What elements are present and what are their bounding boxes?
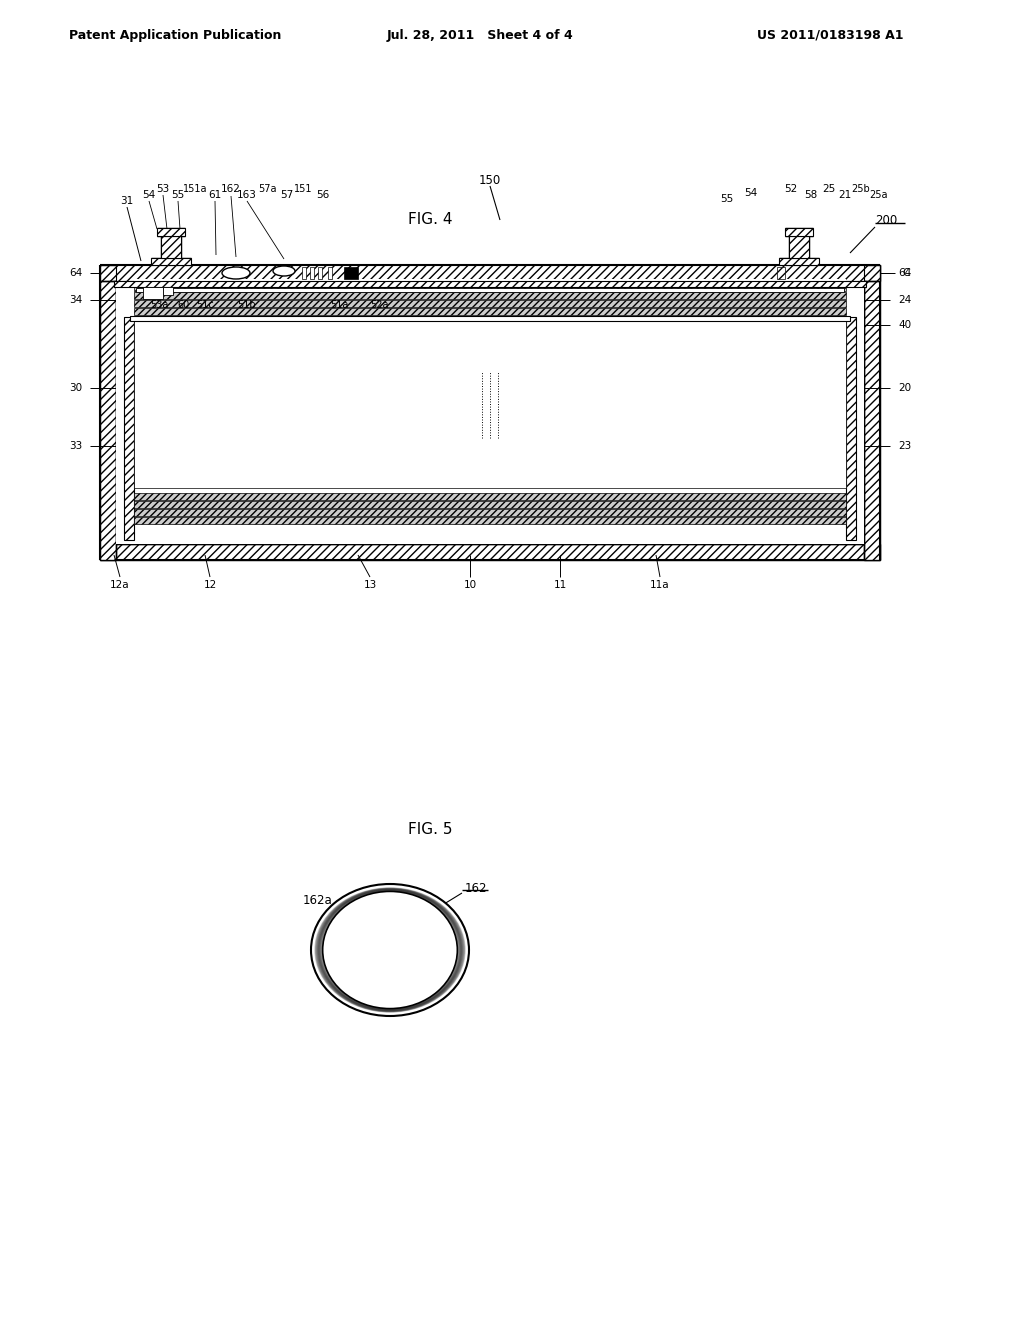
Text: 52a: 52a bbox=[370, 300, 388, 310]
Text: 51a: 51a bbox=[330, 300, 348, 310]
Bar bbox=[143, 286, 163, 300]
Bar bbox=[302, 267, 306, 279]
Bar bbox=[100, 265, 116, 560]
Bar bbox=[310, 267, 314, 279]
Text: 151a: 151a bbox=[182, 183, 207, 194]
Text: 25a: 25a bbox=[869, 190, 888, 201]
Bar bbox=[116, 281, 864, 544]
Bar bbox=[136, 288, 844, 292]
Text: FIG. 4: FIG. 4 bbox=[408, 213, 453, 227]
Bar bbox=[163, 286, 173, 294]
Bar bbox=[344, 267, 358, 279]
Text: 54: 54 bbox=[142, 190, 156, 201]
Text: 162: 162 bbox=[465, 882, 487, 895]
Bar bbox=[790, 236, 809, 257]
Bar bbox=[161, 236, 181, 257]
Text: 56: 56 bbox=[316, 190, 330, 201]
Bar bbox=[134, 321, 846, 488]
Text: 33: 33 bbox=[69, 441, 82, 451]
Text: 53a: 53a bbox=[150, 300, 168, 310]
Bar bbox=[785, 228, 813, 236]
Text: 25b: 25b bbox=[852, 183, 870, 194]
Text: 13: 13 bbox=[364, 579, 377, 590]
Bar bbox=[130, 315, 850, 321]
Text: 163: 163 bbox=[238, 190, 257, 201]
Text: US 2011/0183198 A1: US 2011/0183198 A1 bbox=[757, 29, 903, 41]
Text: 200: 200 bbox=[874, 214, 897, 227]
Text: 52: 52 bbox=[784, 183, 798, 194]
Bar bbox=[864, 265, 880, 560]
Text: 162a: 162a bbox=[303, 894, 333, 907]
Text: 23: 23 bbox=[898, 441, 911, 451]
Text: 57: 57 bbox=[281, 190, 294, 201]
Ellipse shape bbox=[273, 267, 295, 276]
Bar bbox=[134, 284, 846, 290]
Text: 151: 151 bbox=[294, 183, 312, 194]
Text: 12: 12 bbox=[204, 579, 217, 590]
Text: 58: 58 bbox=[805, 190, 817, 201]
Text: 25: 25 bbox=[822, 183, 836, 194]
Bar bbox=[114, 281, 866, 286]
Text: 30: 30 bbox=[69, 383, 82, 393]
Text: 55: 55 bbox=[171, 190, 184, 201]
Text: 51b: 51b bbox=[238, 300, 256, 310]
Bar bbox=[134, 279, 846, 282]
Bar bbox=[100, 265, 880, 281]
Text: 55: 55 bbox=[720, 194, 733, 205]
Text: 53: 53 bbox=[157, 183, 170, 194]
Text: 162: 162 bbox=[221, 183, 241, 194]
Text: 150: 150 bbox=[479, 173, 501, 186]
Ellipse shape bbox=[323, 891, 458, 1008]
Text: 64: 64 bbox=[69, 268, 82, 279]
Text: 51c: 51c bbox=[197, 300, 214, 310]
Text: Jul. 28, 2011   Sheet 4 of 4: Jul. 28, 2011 Sheet 4 of 4 bbox=[387, 29, 573, 41]
Bar bbox=[134, 300, 846, 308]
Text: 20: 20 bbox=[898, 383, 911, 393]
Bar bbox=[124, 317, 134, 540]
Text: 40: 40 bbox=[898, 319, 911, 330]
Text: C: C bbox=[902, 268, 909, 279]
Bar bbox=[328, 267, 332, 279]
Text: 61: 61 bbox=[208, 190, 221, 201]
Bar bbox=[134, 510, 846, 516]
Text: 11a: 11a bbox=[650, 579, 670, 590]
Text: 57a: 57a bbox=[258, 183, 276, 194]
Bar bbox=[318, 267, 322, 279]
Text: Patent Application Publication: Patent Application Publication bbox=[69, 29, 282, 41]
Text: 21: 21 bbox=[839, 190, 852, 201]
Bar bbox=[846, 317, 856, 540]
Text: 60: 60 bbox=[177, 300, 189, 310]
Bar bbox=[134, 492, 846, 500]
Text: 54: 54 bbox=[744, 187, 758, 198]
Text: FIG. 5: FIG. 5 bbox=[408, 822, 453, 837]
Bar bbox=[779, 257, 819, 265]
Text: 24: 24 bbox=[898, 294, 911, 305]
Bar bbox=[777, 267, 785, 279]
Bar bbox=[157, 228, 185, 236]
Text: 10: 10 bbox=[464, 579, 476, 590]
Text: 11: 11 bbox=[553, 579, 566, 590]
Bar bbox=[134, 308, 846, 315]
Bar bbox=[100, 544, 880, 560]
Ellipse shape bbox=[222, 267, 250, 279]
Bar bbox=[151, 257, 191, 265]
Bar bbox=[116, 265, 864, 281]
Ellipse shape bbox=[311, 884, 469, 1016]
Text: 31: 31 bbox=[121, 195, 133, 206]
Text: 64: 64 bbox=[898, 268, 911, 279]
Bar bbox=[134, 292, 846, 300]
Bar bbox=[134, 517, 846, 524]
Text: 34: 34 bbox=[69, 294, 82, 305]
Bar bbox=[134, 502, 846, 508]
Text: 12a: 12a bbox=[111, 579, 130, 590]
